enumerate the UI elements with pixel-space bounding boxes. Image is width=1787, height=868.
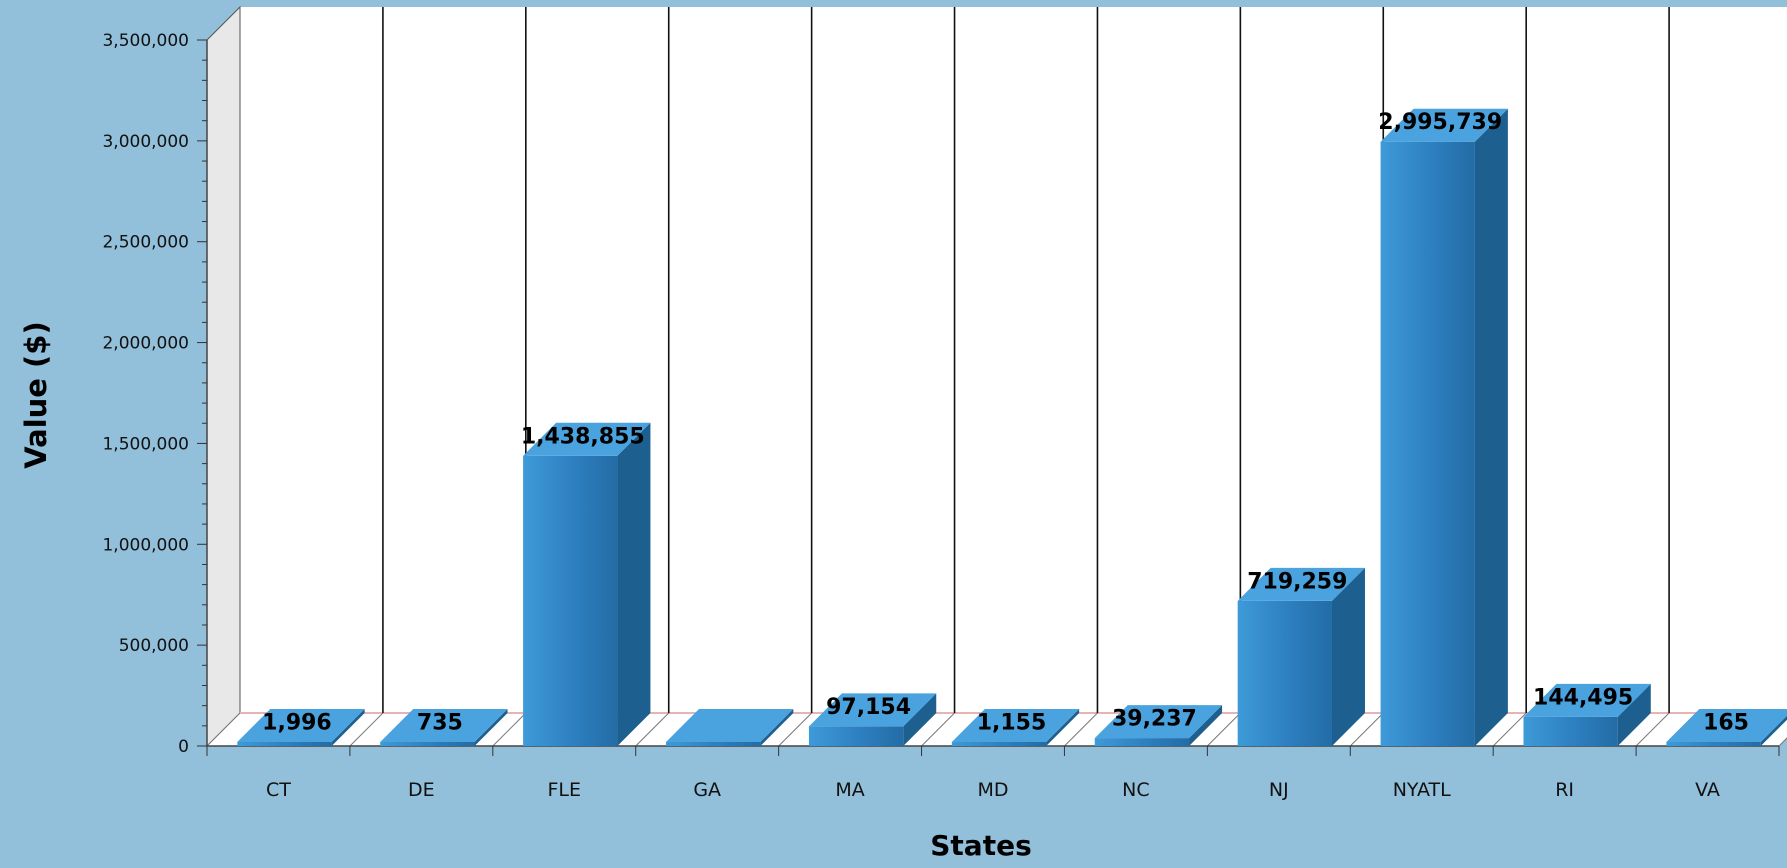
bar-top — [666, 709, 794, 742]
bar-side — [474, 709, 508, 746]
y-tick-label: 0 — [178, 737, 189, 757]
x-tick-label: CT — [266, 779, 291, 801]
x-axis-title: States — [930, 829, 1032, 862]
bar-front — [666, 742, 761, 746]
x-tick-label: NJ — [1269, 779, 1289, 801]
x-tick-label: MD — [977, 779, 1008, 801]
bar-top — [808, 693, 937, 727]
bar-nyatl — [1380, 108, 1508, 746]
bar-front — [1237, 600, 1332, 746]
bar-top — [1523, 683, 1651, 717]
bar-front — [808, 726, 904, 746]
floor-divider — [635, 712, 670, 747]
bar-top — [1380, 108, 1508, 142]
bar-nj — [1237, 567, 1365, 746]
bar-side — [331, 709, 365, 746]
y-tick-label: 500,000 — [119, 636, 189, 656]
y-tick-label: 3,000,000 — [102, 132, 189, 152]
bar-data-label: 39,237 — [1112, 707, 1197, 732]
bar-ga — [666, 709, 794, 746]
y-axis-title: Value ($) — [19, 321, 53, 468]
bar-data-label: 1,996 — [262, 711, 332, 736]
floor-divider — [1064, 712, 1098, 747]
floor-divider — [1492, 712, 1527, 747]
bar-ct — [237, 709, 365, 746]
bar-md — [951, 709, 1080, 746]
floor-divider — [1207, 712, 1241, 747]
floor-divider — [349, 712, 384, 747]
x-tick-label: VA — [1695, 779, 1720, 801]
y-tick-label: 1,000,000 — [102, 535, 189, 555]
bar-top — [380, 709, 508, 742]
bar-front — [1523, 716, 1618, 746]
floor-divider — [778, 712, 812, 747]
x-tick-label: GA — [693, 779, 721, 801]
bar-data-label: 144,495 — [1533, 685, 1633, 710]
bar-data-label: 97,154 — [826, 695, 911, 720]
bar-de — [380, 709, 508, 746]
bar-front — [237, 742, 332, 746]
floor-divider — [492, 712, 527, 747]
bar-front — [1380, 141, 1475, 746]
y-tick-label: 3,500,000 — [102, 31, 189, 51]
bar-data-label: 165 — [1703, 711, 1749, 736]
bar-top — [523, 422, 651, 456]
floor-divider — [1349, 712, 1384, 747]
bar-data-label: 2,995,739 — [1378, 110, 1502, 135]
plot-side-wall — [206, 5, 241, 748]
x-tick-label: RI — [1555, 779, 1574, 801]
bar-data-label: 719,259 — [1247, 569, 1347, 594]
bar-va — [1666, 709, 1787, 746]
bar-side — [903, 693, 937, 746]
x-tick-label: FLE — [548, 779, 582, 801]
x-tick-label: NYATL — [1393, 779, 1451, 801]
bar-fle — [523, 422, 651, 746]
y-tick-label: 2,500,000 — [102, 233, 189, 253]
bar-side — [760, 709, 794, 746]
bar-side — [1189, 705, 1223, 746]
bar-top — [951, 709, 1080, 742]
bar-side — [617, 422, 651, 746]
bar-side — [1046, 709, 1080, 746]
bar-side — [1474, 108, 1508, 746]
bar-front — [1094, 738, 1190, 746]
bar-nc — [1094, 705, 1223, 746]
bar-ri — [1523, 683, 1651, 746]
bar-side — [1617, 683, 1651, 746]
y-tick-label: 1,500,000 — [102, 434, 189, 454]
bar-data-label: 1,438,855 — [521, 424, 645, 449]
x-tick-label: MA — [835, 779, 864, 801]
bar-ma — [808, 693, 937, 746]
bar-top — [1666, 709, 1787, 742]
bar-top — [1094, 705, 1223, 739]
bar-top — [1237, 567, 1365, 601]
y-tick-label: 2,000,000 — [102, 334, 189, 354]
bar-data-label: 1,155 — [977, 711, 1047, 736]
bar-front — [951, 742, 1047, 746]
floor-divider — [1635, 712, 1670, 747]
x-tick-label: DE — [408, 779, 435, 801]
bar-front — [1666, 742, 1761, 746]
bar-side — [1760, 715, 1787, 746]
floor-divider — [921, 712, 955, 747]
bar-front — [523, 455, 618, 746]
bar-data-label: 735 — [417, 711, 463, 736]
x-tick-label: NC — [1122, 779, 1149, 801]
plot-back-wall — [240, 7, 1787, 713]
bar-top — [237, 709, 365, 742]
bar-side — [1331, 567, 1365, 746]
bar-front — [380, 742, 475, 746]
